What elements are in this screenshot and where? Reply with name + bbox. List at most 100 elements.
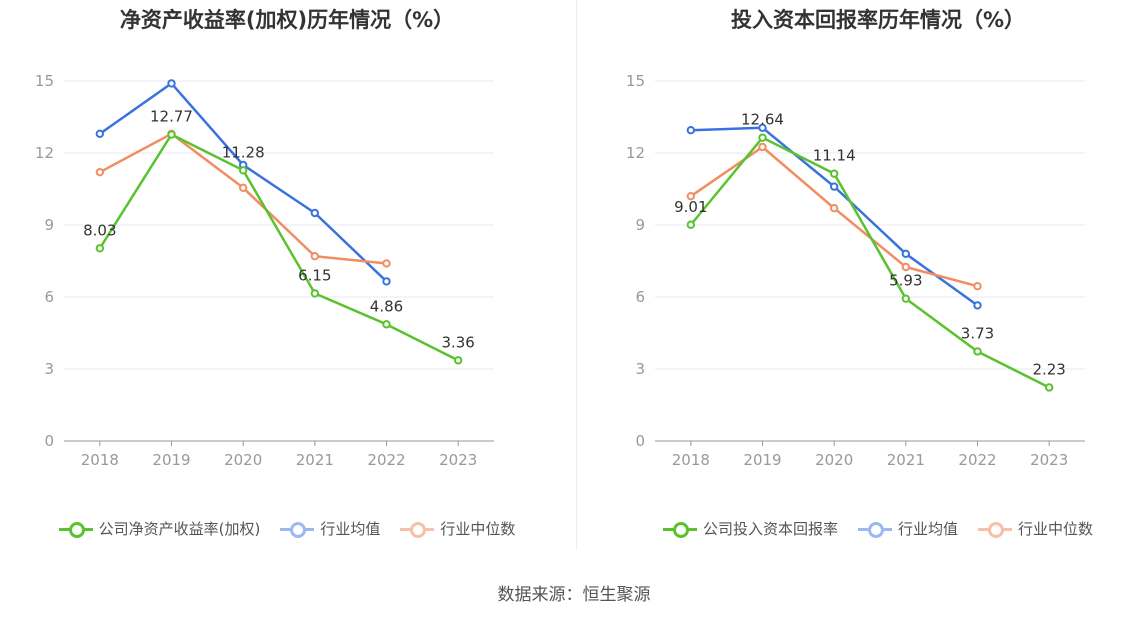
series-company: 8.03 12.77 11.28 6.15 4.86 3.36 xyxy=(83,108,475,365)
data-point[interactable] xyxy=(829,169,839,178)
data-point[interactable] xyxy=(973,282,982,291)
x-tick-label: 2020 xyxy=(815,451,853,469)
data-point[interactable] xyxy=(382,320,391,329)
data-label: 9.01 xyxy=(674,198,707,216)
roe-chart-panel: 净资产收益率(加权)历年情况（%） 0 3 6 9 12 15 2018 2019 2020 20… xyxy=(0,0,574,560)
legend-item-avg[interactable]: 行业均值 xyxy=(280,518,380,539)
data-label: 4.86 xyxy=(370,297,403,315)
y-tick-label: 6 xyxy=(635,288,645,306)
y-tick-label: 3 xyxy=(44,360,54,378)
panel-divider xyxy=(576,0,577,550)
series-line xyxy=(689,136,1050,389)
series-line xyxy=(690,145,978,288)
data-point[interactable] xyxy=(167,79,176,88)
y-tick-label: 3 xyxy=(635,360,645,378)
data-label: 6.15 xyxy=(298,266,331,284)
data-point[interactable] xyxy=(95,244,105,253)
legend-avg-marker-icon xyxy=(857,521,892,538)
x-tick-label: 2023 xyxy=(1030,451,1068,469)
data-point[interactable] xyxy=(829,182,839,191)
data-point[interactable] xyxy=(238,166,248,175)
roic-line-chart: 0 3 6 9 12 15 2018 2019 2020 2021 2022 2023 9.01 12.6… xyxy=(626,72,1085,469)
data-point[interactable] xyxy=(95,168,105,177)
data-point[interactable] xyxy=(901,294,911,303)
x-tick-label: 2019 xyxy=(152,451,190,469)
legend-company-marker-icon xyxy=(662,521,697,538)
y-tick-label: 15 xyxy=(35,72,54,90)
y-tick-label: 12 xyxy=(626,144,645,162)
legend-median-marker-icon xyxy=(400,521,435,538)
data-point[interactable] xyxy=(758,123,767,133)
y-tick-label: 12 xyxy=(35,144,54,162)
legend-item-company[interactable]: 公司投入资本回报率 xyxy=(662,518,838,539)
roe-line-chart: 0 3 6 9 12 15 2018 2019 2020 2021 2022 2023 8.03 12.7… xyxy=(35,72,494,469)
data-point[interactable] xyxy=(238,183,248,193)
legend-label: 行业均值 xyxy=(320,520,381,538)
x-tick-label: 2018 xyxy=(81,451,119,469)
series-avg xyxy=(95,79,391,286)
data-point[interactable] xyxy=(829,204,839,213)
y-tick-label: 6 xyxy=(44,288,54,306)
data-point[interactable] xyxy=(382,259,391,268)
data-label: 5.93 xyxy=(889,272,922,290)
data-label: 8.03 xyxy=(83,221,116,239)
data-label: 3.36 xyxy=(441,333,474,351)
x-tick-label: 2018 xyxy=(672,451,710,469)
data-source-note: 数据来源：恒生聚源 xyxy=(497,585,651,605)
data-point[interactable] xyxy=(310,252,320,261)
data-point[interactable] xyxy=(686,220,696,229)
y-tick-label: 0 xyxy=(635,432,645,450)
x-tick-label: 2022 xyxy=(367,451,405,469)
roic-chart-panel: 投入资本回报率历年情况（%） 0 3 6 9 12 15 2018 2019 2020 2021 2… xyxy=(591,0,1148,560)
series-avg xyxy=(686,123,982,310)
chart-title: 净资产收益率(加权)历年情况（%） xyxy=(119,8,455,32)
x-tick-label: 2023 xyxy=(439,451,477,469)
data-label: 12.77 xyxy=(150,108,193,126)
legend-median-marker-icon xyxy=(978,521,1012,538)
data-label: 11.28 xyxy=(222,143,265,161)
data-point[interactable] xyxy=(686,192,696,201)
chart-legend: 公司投入资本回报率 行业均值 行业中位数 xyxy=(591,518,1148,539)
series-company: 9.01 12.64 11.14 5.93 3.73 2.23 xyxy=(674,111,1066,392)
legend-label: 公司净资产收益率(加权) xyxy=(98,520,261,538)
x-tick-label: 2022 xyxy=(958,451,996,469)
y-tick-label: 9 xyxy=(635,216,645,234)
data-point[interactable] xyxy=(973,347,982,356)
x-tick-label: 2021 xyxy=(296,451,334,469)
legend-item-company[interactable]: 公司净资产收益率(加权) xyxy=(58,518,261,539)
data-point[interactable] xyxy=(95,129,105,139)
series-median xyxy=(686,142,982,291)
x-tick-label: 2021 xyxy=(887,451,925,469)
data-point[interactable] xyxy=(686,126,696,135)
y-tick-label: 9 xyxy=(44,216,54,234)
data-point[interactable] xyxy=(382,277,391,286)
data-point[interactable] xyxy=(310,289,320,298)
legend-company-marker-icon xyxy=(58,521,93,538)
data-point[interactable] xyxy=(758,142,767,152)
data-point[interactable] xyxy=(901,262,911,272)
data-point[interactable] xyxy=(973,301,982,310)
data-point[interactable] xyxy=(310,208,320,218)
data-point[interactable] xyxy=(758,133,767,142)
data-point[interactable] xyxy=(167,130,176,139)
legend-label: 公司投入资本回报率 xyxy=(702,520,838,538)
legend-label: 行业中位数 xyxy=(440,520,516,538)
series-line xyxy=(98,133,459,362)
legend-item-avg[interactable]: 行业均值 xyxy=(857,518,958,539)
legend-label: 行业中位数 xyxy=(1018,520,1094,538)
legend-label: 行业均值 xyxy=(897,520,958,538)
data-point[interactable] xyxy=(453,356,463,365)
series-line xyxy=(99,82,388,283)
data-label: 2.23 xyxy=(1032,360,1065,378)
y-tick-label: 15 xyxy=(626,72,645,90)
chart-legend: 公司净资产收益率(加权) 行业均值 行业中位数 xyxy=(0,518,574,539)
x-tick-label: 2020 xyxy=(224,451,262,469)
data-point[interactable] xyxy=(1044,383,1054,392)
data-label: 12.64 xyxy=(741,111,784,129)
legend-item-median[interactable]: 行业中位数 xyxy=(978,518,1093,539)
data-point[interactable] xyxy=(901,249,911,259)
chart-title: 投入资本回报率历年情况（%） xyxy=(730,8,1026,32)
x-tick-label: 2019 xyxy=(743,451,781,469)
y-tick-label: 0 xyxy=(44,432,54,450)
legend-item-median[interactable]: 行业中位数 xyxy=(400,518,515,539)
